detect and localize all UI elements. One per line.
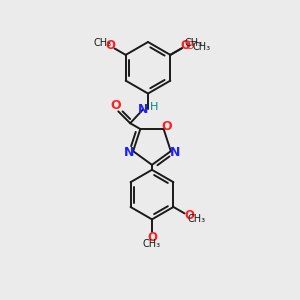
Text: CH₃: CH₃ bbox=[192, 42, 210, 52]
Text: O: O bbox=[186, 41, 194, 51]
Text: O: O bbox=[161, 119, 172, 133]
Text: N: N bbox=[124, 146, 134, 159]
Text: O: O bbox=[184, 209, 194, 222]
Text: CH₃: CH₃ bbox=[188, 214, 206, 224]
Text: O: O bbox=[105, 40, 115, 52]
Text: H: H bbox=[150, 102, 158, 112]
Text: CH₃: CH₃ bbox=[94, 38, 112, 47]
Text: N: N bbox=[169, 146, 180, 159]
Text: N: N bbox=[138, 103, 148, 116]
Text: CH₃: CH₃ bbox=[143, 239, 161, 249]
Text: O: O bbox=[110, 99, 121, 112]
Text: CH₃: CH₃ bbox=[184, 38, 202, 47]
Text: O: O bbox=[181, 40, 191, 52]
Text: O: O bbox=[147, 231, 157, 244]
